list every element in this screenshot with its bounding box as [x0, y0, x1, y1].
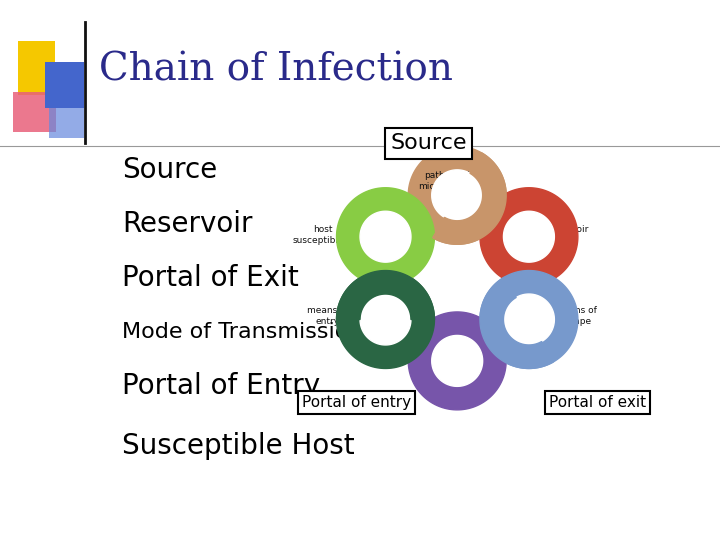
- Text: Portal of Entry: Portal of Entry: [122, 372, 320, 400]
- Polygon shape: [408, 312, 506, 410]
- Polygon shape: [503, 211, 554, 262]
- Text: pathogenic
microoganism: pathogenic microoganism: [418, 171, 482, 191]
- Text: Portal of exit: Portal of exit: [549, 395, 646, 410]
- Polygon shape: [360, 294, 411, 345]
- Text: Source: Source: [122, 156, 217, 184]
- Polygon shape: [360, 211, 411, 262]
- Bar: [49, 103, 84, 138]
- Text: Susceptible Host: Susceptible Host: [122, 431, 355, 460]
- Polygon shape: [432, 170, 482, 221]
- Bar: [45, 62, 84, 108]
- Polygon shape: [336, 188, 434, 286]
- Polygon shape: [503, 294, 554, 345]
- Polygon shape: [336, 271, 434, 368]
- Text: host
susceptibility: host susceptibility: [292, 225, 353, 245]
- Text: Portal of entry: Portal of entry: [302, 395, 411, 410]
- Bar: [13, 92, 56, 132]
- Polygon shape: [336, 271, 434, 320]
- Text: Mode of Transmission: Mode of Transmission: [122, 322, 363, 342]
- Text: means of
entry: means of entry: [307, 306, 348, 326]
- Text: Chain of Infection: Chain of Infection: [99, 52, 454, 89]
- Text: Portal of Exit: Portal of Exit: [122, 264, 299, 292]
- Text: Source: Source: [390, 133, 467, 153]
- Polygon shape: [480, 188, 578, 286]
- Text: mode of
transmission: mode of transmission: [436, 360, 493, 380]
- Polygon shape: [433, 153, 506, 244]
- Polygon shape: [408, 146, 506, 244]
- Bar: [18, 40, 55, 94]
- Polygon shape: [432, 335, 482, 386]
- Text: reservoir: reservoir: [549, 225, 589, 234]
- Polygon shape: [480, 277, 554, 368]
- Polygon shape: [480, 271, 578, 368]
- Text: Reservoir: Reservoir: [122, 210, 253, 238]
- Text: means of
escape: means of escape: [555, 306, 597, 326]
